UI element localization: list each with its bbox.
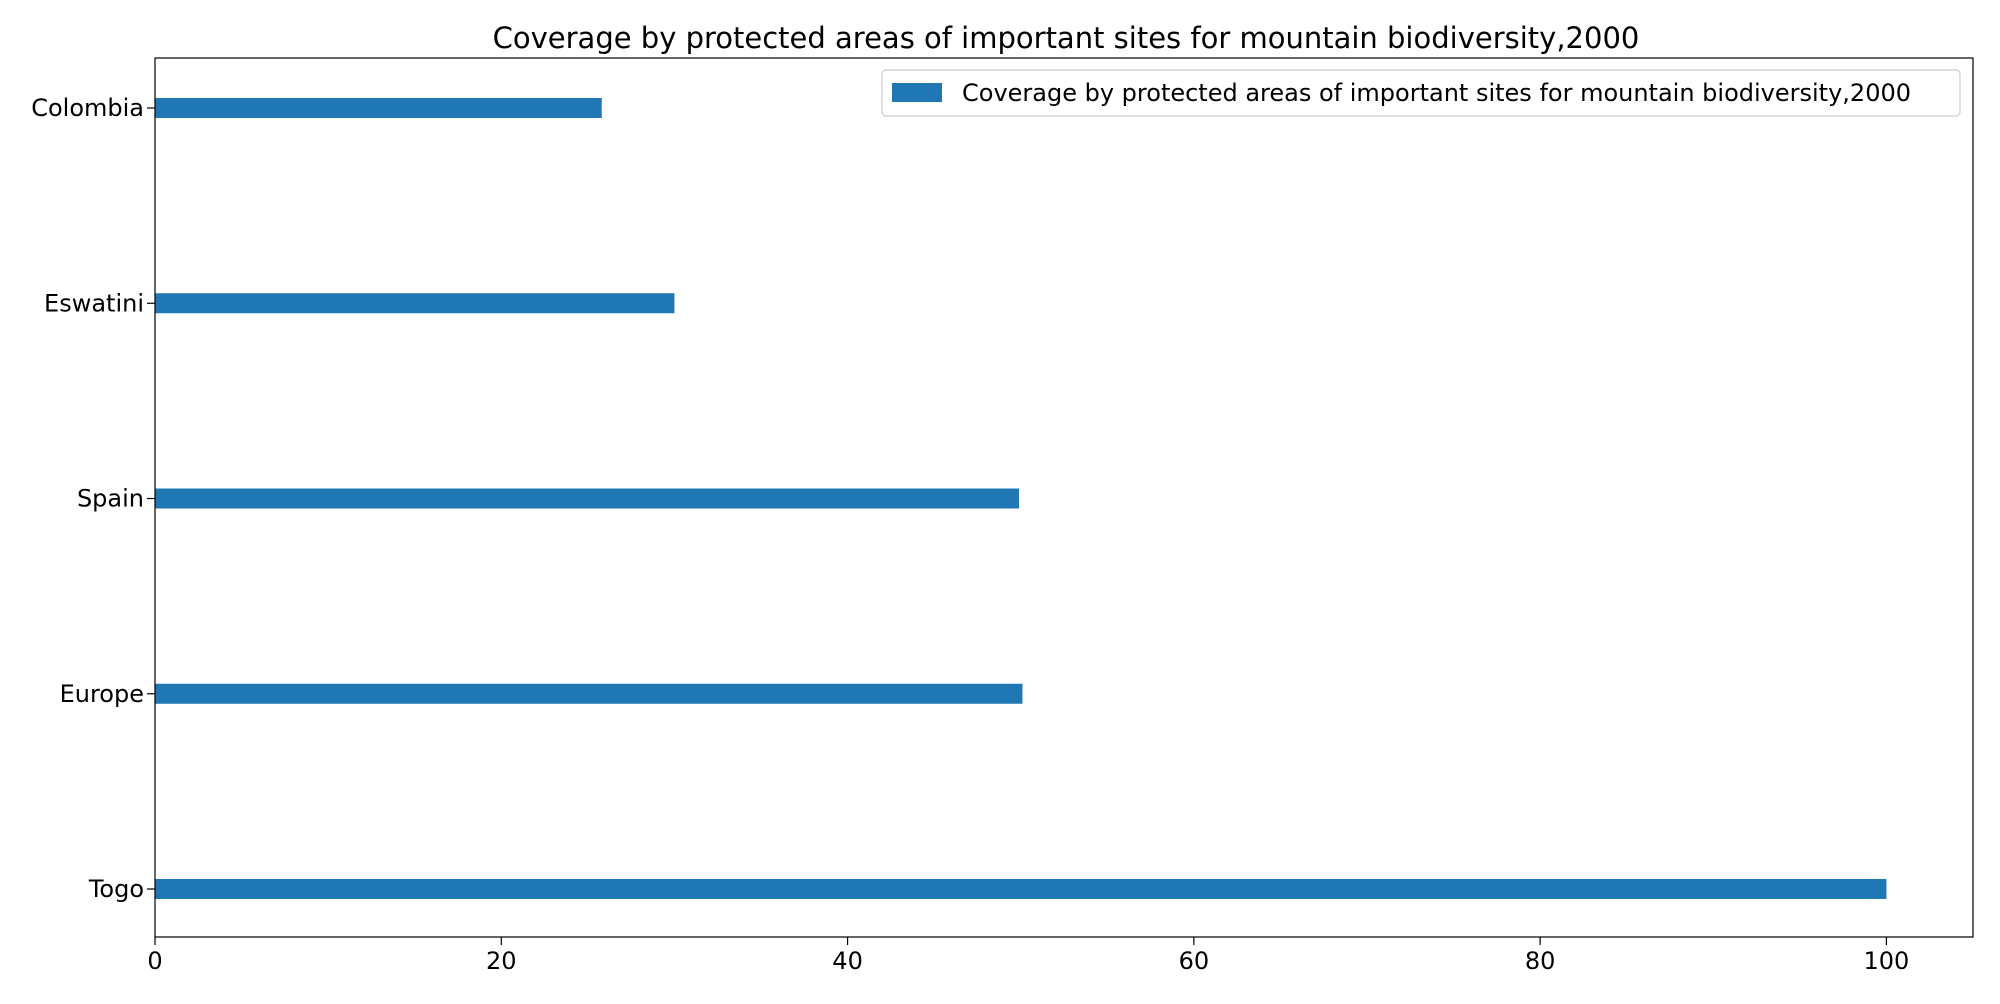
- x-tick-label: 0: [147, 947, 162, 975]
- bar-togo: [155, 879, 1887, 899]
- bar-colombia: [155, 98, 602, 118]
- y-tick-label-spain: Spain: [77, 485, 144, 513]
- x-tick-label: 40: [832, 947, 863, 975]
- legend-label: Coverage by protected areas of important…: [962, 79, 1911, 107]
- chart-title: Coverage by protected areas of important…: [493, 21, 1640, 55]
- bar-spain: [155, 488, 1019, 509]
- legend-box: [881, 69, 1961, 117]
- y-tick-label-colombia: Colombia: [31, 94, 144, 122]
- axes-layer: 0 20 40 60 80 100 Togo Europe Spain Eswatini Colom…: [31, 57, 1974, 975]
- y-tick-label-eswatini: Eswatini: [44, 289, 144, 317]
- x-tick-label: 100: [1864, 947, 1910, 975]
- bar-europe: [155, 683, 1023, 704]
- bars-layer: [155, 98, 1887, 899]
- legend: Coverage by protected areas of important…: [881, 69, 1961, 117]
- legend-swatch: [892, 83, 942, 102]
- x-tick-label: 80: [1525, 947, 1556, 975]
- x-tick-label: 20: [486, 947, 517, 975]
- bar-eswatini: [155, 293, 675, 314]
- plot-frame: [154, 57, 1974, 938]
- y-tick-label-togo: Togo: [88, 875, 144, 903]
- y-tick-label-europe: Europe: [60, 680, 144, 708]
- x-tick-label: 60: [1179, 947, 1210, 975]
